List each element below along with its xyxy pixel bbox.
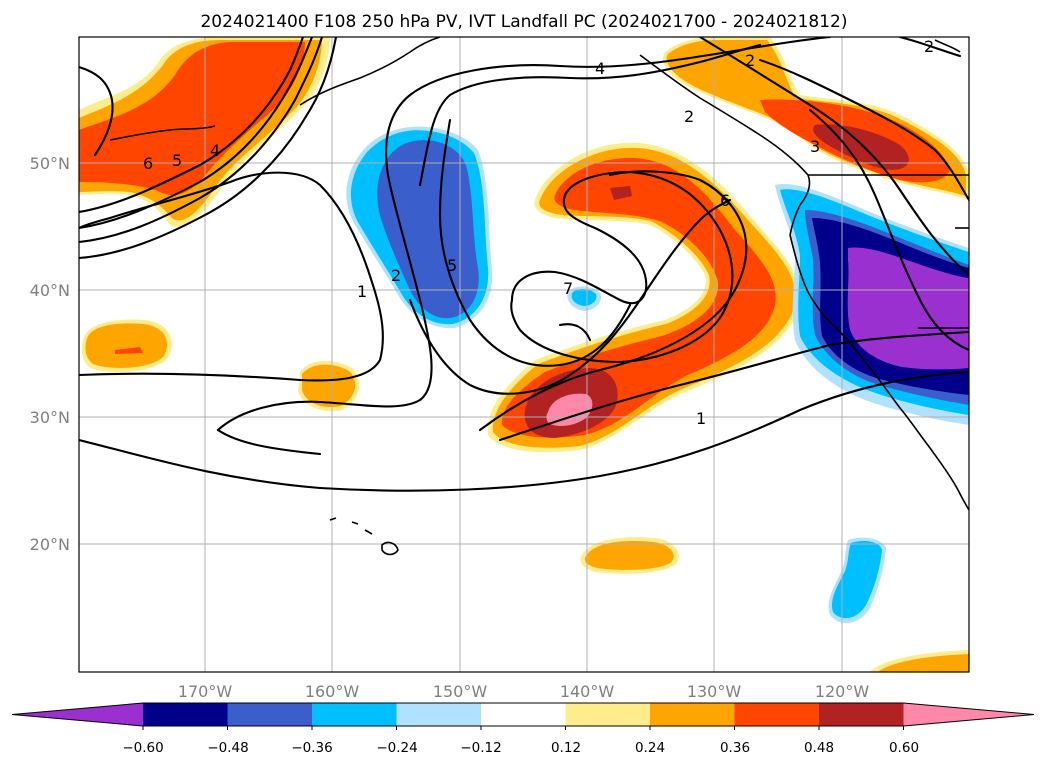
negative-anomaly-south-small [828, 537, 886, 624]
map-frame [78, 36, 970, 673]
lat-tick-label: 30°N [30, 408, 70, 427]
contour-label: 2 [684, 107, 694, 126]
colorbar-extend-max [903, 703, 1034, 726]
lon-tick-label: 150°W [433, 682, 488, 701]
shaded-field: 6 5 4 2 1 5 4 2 2 3 6 7 1 2 [79, 37, 969, 672]
lon-tick-label: 170°W [178, 682, 233, 701]
contour-label: 1 [696, 409, 706, 428]
lat-tick-label: 50°N [30, 154, 70, 173]
hawaii-islands [329, 517, 399, 556]
contour-label: 4 [595, 59, 605, 78]
colorbar-cell [143, 703, 228, 726]
lat-tick-labels: 50°N 40°N 30°N 20°N [30, 154, 70, 554]
contour-label: 6 [143, 154, 153, 173]
colorbar-labels: −0.60 −0.48 −0.36 −0.24 −0.12 0.12 0.24 … [122, 740, 919, 756]
negative-anomaly-small-center [567, 286, 602, 311]
colorbar-label: −0.12 [460, 740, 501, 756]
colorbar-cell [819, 703, 904, 726]
map-panel: 6 5 4 2 1 5 4 2 2 3 6 7 1 2 170°W 160°W … [30, 36, 970, 701]
lon-tick-label: 140°W [560, 682, 615, 701]
lat-tick-label: 40°N [30, 281, 70, 300]
figure-title: 2024021400 F108 250 hPa PV, IVT Landfall… [200, 12, 847, 32]
contour-label: 2 [924, 37, 934, 56]
contour-label: 6 [720, 191, 730, 210]
positive-anomaly-south-small [580, 537, 679, 574]
contour-label: 7 [563, 279, 573, 298]
contour-label: 3 [810, 137, 820, 156]
colorbar-cell [396, 703, 482, 726]
lon-tick-label: 130°W [687, 682, 742, 701]
colorbar: −0.60 −0.48 −0.36 −0.24 −0.12 0.12 0.24 … [11, 702, 1035, 756]
positive-anomaly-central-small [298, 360, 360, 412]
positive-anomaly-southeast-corner [870, 650, 969, 672]
colorbar-cell [227, 703, 313, 726]
colorbar-label: 0.24 [635, 740, 665, 756]
alaska-coastline [299, 37, 441, 106]
colorbar-label: −0.36 [291, 740, 332, 756]
colorbar-label: −0.48 [207, 740, 248, 756]
negative-anomaly-central [346, 126, 493, 329]
lon-tick-label: 120°W [815, 682, 870, 701]
contour-label: 5 [172, 151, 182, 170]
colorbar-label: 0.36 [720, 740, 750, 756]
contour-label: 5 [447, 256, 457, 275]
colorbar-label: 0.12 [551, 740, 581, 756]
positive-anomaly-northeast [663, 37, 969, 200]
colorbar-cell [565, 703, 651, 726]
positive-anomaly-west-small [81, 319, 172, 373]
contours [79, 37, 969, 492]
colorbar-cell [312, 703, 397, 726]
contour-label: 1 [357, 282, 367, 301]
contour-label: 2 [745, 51, 755, 70]
colorbar-label: 0.48 [804, 740, 834, 756]
coastlines [109, 37, 969, 556]
lat-tick-label: 20°N [30, 535, 70, 554]
colorbar-cells [11, 702, 1035, 727]
colorbar-extend-min [12, 703, 143, 726]
colorbar-cell [734, 703, 820, 726]
contour-label: 4 [210, 141, 220, 160]
contour-labels: 6 5 4 2 1 5 4 2 2 3 6 7 1 2 [143, 37, 934, 428]
colorbar-cell [650, 703, 735, 726]
colorbar-ticks [142, 726, 904, 730]
colorbar-label: −0.60 [122, 740, 163, 756]
colorbar-label: −0.24 [376, 740, 417, 756]
colorbar-label: 0.60 [889, 740, 919, 756]
colorbar-cell [481, 703, 566, 726]
contour-label: 2 [391, 266, 401, 285]
lon-tick-labels: 170°W 160°W 150°W 140°W 130°W 120°W [178, 682, 870, 701]
lon-tick-label: 160°W [305, 682, 360, 701]
